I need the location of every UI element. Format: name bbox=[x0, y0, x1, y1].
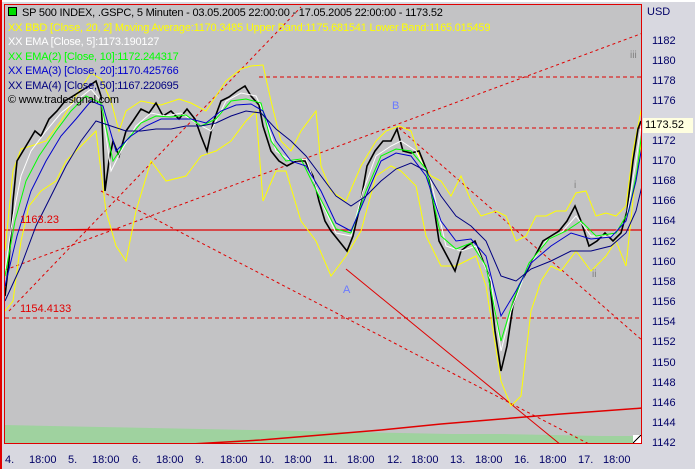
wave-label-ii: ii bbox=[592, 269, 597, 280]
trendline-lower-rising bbox=[195, 407, 641, 443]
x-tick: 18:00 bbox=[475, 454, 503, 466]
x-tick: 18:00 bbox=[92, 454, 120, 466]
y-tick: 1182 bbox=[652, 35, 676, 47]
y-tick: 1148 bbox=[652, 377, 676, 389]
wave-label-iii: iii bbox=[630, 50, 637, 61]
x-tick: 18:00 bbox=[347, 454, 375, 466]
y-tick: 1146 bbox=[652, 397, 676, 409]
y-tick: 1158 bbox=[652, 276, 676, 288]
x-tick: 16. bbox=[514, 454, 530, 466]
y-tick: 1164 bbox=[652, 215, 676, 227]
x-tick: 4. bbox=[5, 454, 15, 466]
y-tick: 1154 bbox=[652, 316, 676, 328]
y-tick: 1144 bbox=[652, 417, 676, 429]
x-tick: 18:00 bbox=[539, 454, 567, 466]
ema20-line bbox=[5, 100, 641, 318]
resize-handle[interactable] bbox=[633, 435, 641, 443]
wave-label-a: A bbox=[343, 284, 351, 296]
x-tick: 18:00 bbox=[284, 454, 312, 466]
y-tick: 1160 bbox=[652, 256, 676, 268]
x-tick: 6. bbox=[132, 454, 142, 466]
legend-copyright: © www.tradesignal.com bbox=[8, 94, 119, 106]
x-tick: 13. bbox=[450, 454, 466, 466]
price-chart-plot[interactable] bbox=[4, 4, 642, 444]
y-tick: 1142 bbox=[652, 437, 676, 449]
ema10-line bbox=[5, 95, 641, 342]
y-tick: 1162 bbox=[652, 236, 676, 248]
trend-dashed-3 bbox=[100, 190, 589, 443]
chart-legend: SP 500 INDEX, .GSPC, 5 Minuten - 03.05.2… bbox=[8, 6, 490, 108]
chart-canvas bbox=[5, 6, 641, 443]
x-tick: 10. bbox=[259, 454, 275, 466]
legend-ema50[interactable]: XX EMA(4) [Close, 50]:1167.220695 bbox=[8, 79, 179, 92]
legend-ema20[interactable]: XX EMA(3) [Close, 20]:1170.425766 bbox=[8, 65, 179, 77]
x-tick: 5. bbox=[68, 454, 78, 466]
window-left-edge bbox=[0, 0, 2, 469]
trend-solid-down bbox=[345, 268, 560, 443]
bollinger-upper bbox=[5, 64, 641, 252]
x-tick: 17. bbox=[578, 454, 594, 466]
wave-label-i: i bbox=[574, 180, 577, 191]
x-tick: 18:00 bbox=[220, 454, 248, 466]
ema5-line bbox=[5, 88, 641, 352]
y-tick: 1176 bbox=[652, 95, 676, 107]
volume-area bbox=[5, 425, 641, 443]
x-tick: 9. bbox=[195, 454, 205, 466]
y-tick: 1168 bbox=[652, 175, 676, 187]
legend-bollinger[interactable]: XX BBD [Close, 20, 2] Moving Average:117… bbox=[8, 21, 491, 34]
legend-ema10[interactable]: XX EMA(2) [Close, 10]:1172.244317 bbox=[8, 50, 179, 63]
support-connector bbox=[20, 228, 120, 231]
ema50-line bbox=[5, 110, 641, 302]
y-tick: 1170 bbox=[652, 155, 676, 167]
x-tick: 18:00 bbox=[411, 454, 439, 466]
window-top-edge bbox=[0, 0, 695, 2]
y-axis-currency: USD bbox=[647, 6, 671, 18]
x-tick: 11. bbox=[323, 454, 338, 466]
x-tick: 18:00 bbox=[29, 454, 57, 466]
y-tick: 1152 bbox=[652, 336, 676, 348]
wave-label-b: B bbox=[392, 100, 400, 112]
level-label-1163: 1163.23 bbox=[20, 214, 59, 226]
price-bars bbox=[5, 79, 641, 372]
y-tick: 1150 bbox=[652, 357, 676, 369]
trend-dashed-2 bbox=[8, 6, 302, 312]
level-label-1154: 1154.4133 bbox=[20, 303, 72, 315]
last-price-marker: 1173.52 bbox=[643, 118, 693, 133]
x-tick: 12. bbox=[387, 454, 403, 466]
legend-title: SP 500 INDEX, .GSPC, 5 Minuten - 03.05.2… bbox=[8, 6, 490, 21]
x-tick: 18:00 bbox=[603, 454, 631, 466]
legend-ema5[interactable]: XX EMA [Close, 5]:1173.190127 bbox=[8, 36, 160, 48]
symbol-icon[interactable] bbox=[8, 7, 17, 16]
bollinger-lower bbox=[5, 109, 641, 407]
y-tick: 1172 bbox=[652, 135, 676, 147]
y-tick: 1156 bbox=[652, 296, 676, 308]
y-tick: 1180 bbox=[652, 55, 676, 67]
y-tick: 1178 bbox=[652, 75, 676, 87]
y-tick: 1166 bbox=[652, 195, 676, 207]
x-tick: 18:00 bbox=[156, 454, 184, 466]
